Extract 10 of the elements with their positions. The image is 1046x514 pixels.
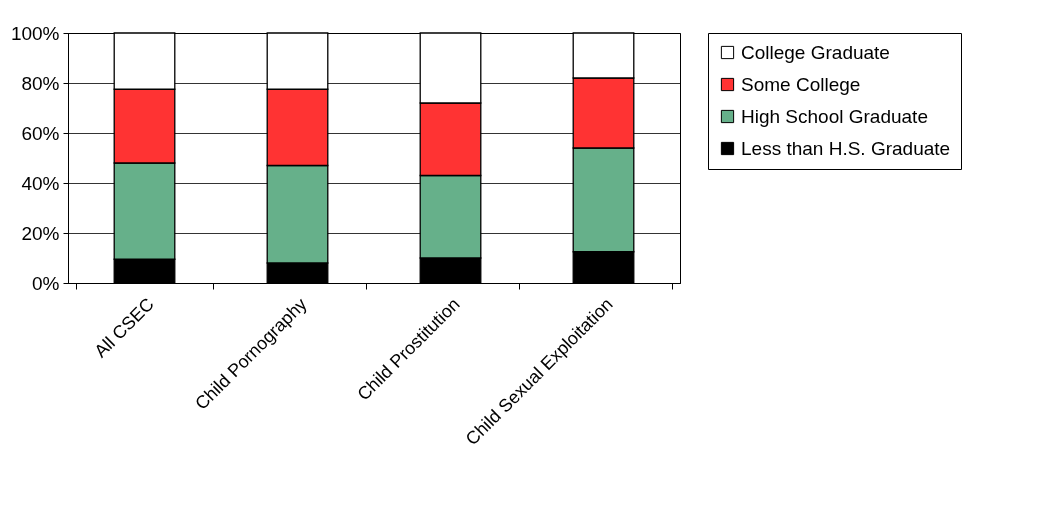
y-tick-label: 20%: [21, 222, 60, 244]
y-tick-label: 100%: [10, 22, 60, 44]
y-tick-label: 80%: [21, 72, 60, 94]
y-tick-label: 60%: [21, 122, 60, 144]
legend-label: Less than H.S. Graduate: [741, 137, 951, 159]
legend-label: High School Graduate: [741, 105, 928, 127]
legend-label: College Graduate: [741, 41, 890, 63]
y-tick-label: 0%: [32, 272, 60, 294]
legend-label: Some College: [741, 73, 861, 95]
y-tick-label: 40%: [21, 172, 60, 194]
